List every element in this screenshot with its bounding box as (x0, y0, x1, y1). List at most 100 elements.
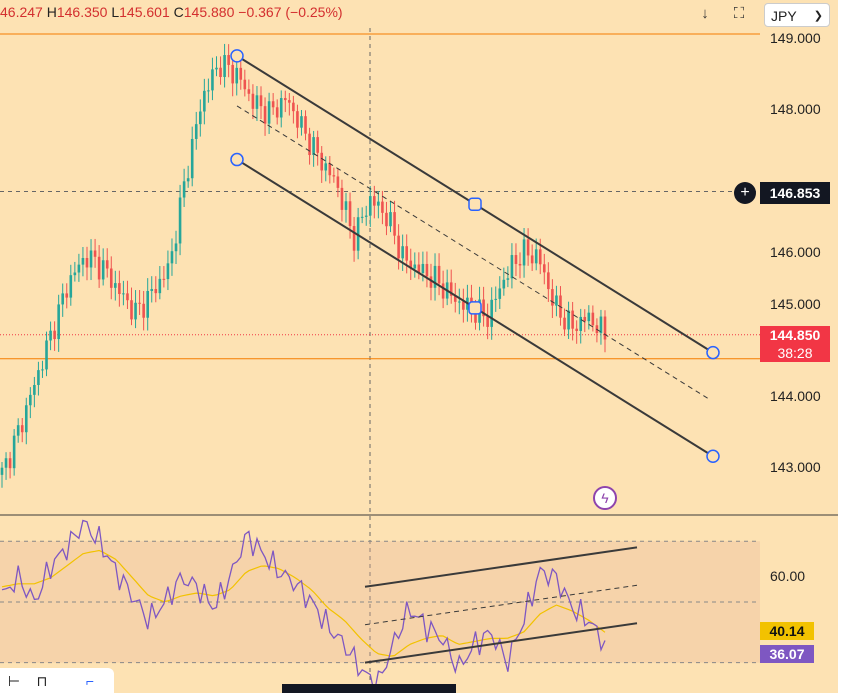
rsi-channel-upper[interactable] (364, 546, 638, 588)
right-scrollbar[interactable] (838, 0, 848, 693)
ohlc-low-key: L (111, 4, 120, 20)
candle-body (510, 255, 514, 279)
ohlc-high-key: H (46, 4, 57, 20)
candle-body (603, 316, 607, 340)
candle-body (142, 303, 145, 318)
ohlc-high: 146.350 (56, 4, 108, 20)
candle-body (73, 272, 77, 276)
rsi-line (1, 519, 606, 693)
candle-body (316, 137, 319, 153)
candle-body (105, 260, 109, 269)
channel-mid-handle[interactable] (468, 301, 482, 315)
drawing-toolbar: ⊢ ⊓ ⌐ (0, 668, 114, 693)
candle-body (271, 101, 275, 108)
candle-body (93, 250, 97, 257)
candle-body (158, 278, 162, 294)
candle-body (421, 263, 425, 274)
candle-body (114, 283, 117, 288)
candle-body (344, 201, 348, 210)
candle-body (522, 239, 526, 266)
candle-body (0, 467, 4, 475)
candle-body (194, 124, 198, 139)
add-alert-icon[interactable]: + (734, 182, 756, 204)
candle-body (85, 257, 89, 268)
channel-handle[interactable] (706, 345, 720, 360)
candle-body (207, 90, 210, 92)
candle-body (401, 246, 404, 259)
rsi-channel-lower[interactable] (364, 622, 638, 664)
measure-icon[interactable]: ⌐ (85, 673, 95, 689)
last-price-label: 144.850 (760, 326, 830, 344)
ohlc-open: 46.247 (0, 4, 43, 20)
candle-body (275, 107, 279, 118)
candle-body (360, 216, 364, 218)
candle-body (393, 212, 396, 236)
candle-body (332, 175, 336, 177)
price-tick: 148.000 (770, 101, 821, 117)
candle-body (441, 283, 445, 299)
candle-body (12, 435, 16, 469)
candle-body (174, 243, 178, 252)
candle-body (255, 95, 259, 109)
arrow-down-icon[interactable]: ↓ (701, 5, 709, 22)
price-tick: 146.000 (770, 244, 821, 260)
candle-body (591, 312, 595, 326)
candle-body (138, 302, 141, 304)
candle-body (239, 67, 243, 80)
candle-body (190, 138, 194, 179)
horizontal-line-icon[interactable]: ⊢ (7, 673, 21, 689)
time-scroll-handle[interactable] (282, 684, 456, 693)
channel-handle[interactable] (706, 449, 720, 464)
candle-body (8, 458, 12, 469)
candle-body (502, 279, 506, 289)
ohlc-legend: 46.247 H146.350 L145.601 C145.880 −0.367… (0, 4, 343, 20)
price-pane[interactable] (0, 0, 760, 512)
candle-body (377, 201, 380, 206)
rsi-tick: 60.00 (770, 568, 806, 584)
candle-body (49, 330, 52, 341)
candle-body (130, 300, 133, 320)
candle-body (57, 304, 60, 340)
candle-body (534, 249, 538, 264)
chevron-down-icon: ❯ (813, 10, 823, 22)
ruler-icon[interactable]: ⊓ (36, 673, 48, 689)
channel-mid-handle[interactable] (468, 197, 482, 211)
ohlc-close-key: C (173, 4, 184, 20)
channel-handle[interactable] (230, 49, 244, 63)
candle-body (69, 275, 73, 298)
candle-body (263, 106, 267, 124)
bar-countdown: 38:28 (760, 344, 830, 362)
candle-body (437, 265, 441, 284)
candle-body (526, 239, 530, 256)
candle-body (429, 276, 433, 288)
candle-body (482, 299, 485, 317)
candle-body (320, 152, 324, 171)
fullscreen-icon[interactable]: ⛶ (733, 5, 745, 22)
rsi-pane[interactable] (0, 517, 760, 693)
candle-body (97, 256, 101, 280)
candle-body (227, 55, 230, 65)
candle-body (518, 263, 522, 266)
rsi-ma-value: 40.14 (760, 622, 814, 640)
candle-body (583, 316, 587, 322)
candle-body (312, 137, 315, 156)
candle-body (575, 328, 578, 331)
price-tick: 149.000 (770, 30, 821, 46)
candle-body (65, 293, 69, 298)
candle-body (599, 316, 603, 334)
ohlc-close: 145.880 (183, 4, 235, 20)
price-tick: 144.000 (770, 388, 821, 404)
candle-body (283, 98, 287, 101)
candle-body (186, 178, 190, 182)
candle-body (101, 260, 105, 280)
candle-body (494, 298, 498, 300)
candle-body (490, 299, 493, 327)
currency-select[interactable]: JPY ❯ (764, 3, 830, 27)
lightning-icon[interactable]: ϟ (593, 486, 617, 510)
candle-body (61, 293, 65, 305)
candle-body (542, 264, 546, 273)
channel-handle[interactable] (230, 152, 244, 167)
candle-body (77, 264, 81, 273)
candle-body (231, 64, 234, 84)
